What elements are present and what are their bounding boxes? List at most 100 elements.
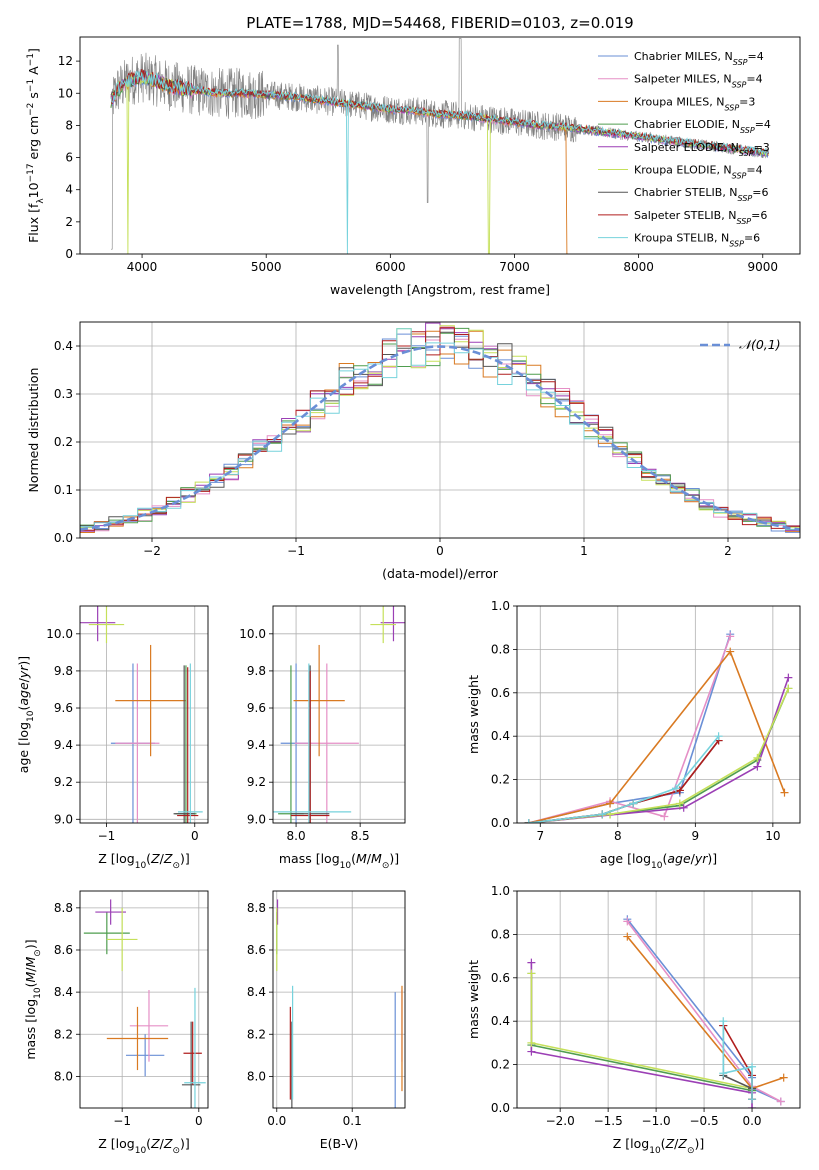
weight-marker bbox=[784, 684, 793, 693]
legend-entry-0: Chabrier MILES, NSSP=4 bbox=[634, 50, 764, 67]
figure-title: PLATE=1788, MJD=54468, FIBERID=0103, z=0… bbox=[246, 14, 633, 32]
legend-entry-7: Salpeter STELIB, NSSP=6 bbox=[634, 209, 767, 226]
y-tick-label: 9.6 bbox=[247, 701, 266, 715]
legend-entry-2: Kroupa MILES, NSSP=3 bbox=[634, 95, 755, 112]
axes-weight_vs_Z: −2.0 −1.5 −1.0 −0.5 0.0 0.0 0.2 0.4 0.6 0.8 1.0 Z [… bbox=[466, 884, 801, 1156]
y-tick-label: 10.0 bbox=[239, 627, 266, 641]
x-tick-label: 9 bbox=[692, 829, 700, 843]
y-tick-label: 0.8 bbox=[491, 642, 510, 656]
normal-reference-curve bbox=[80, 345, 800, 531]
errorbar-point-4 bbox=[95, 899, 126, 925]
errorbar-point-1 bbox=[115, 663, 160, 823]
weight-marker bbox=[784, 673, 793, 682]
weight-marker bbox=[623, 932, 632, 941]
y-tick-label: 0.2 bbox=[54, 435, 73, 449]
y-tick-label: 1.0 bbox=[491, 599, 510, 613]
x-tick-label: 6000 bbox=[375, 260, 406, 274]
weight-line-1 bbox=[528, 636, 731, 823]
errorbar-point-7 bbox=[183, 1021, 202, 1085]
errorbar-point-3 bbox=[83, 912, 130, 955]
weight-marker bbox=[748, 1095, 757, 1104]
weight-line-8 bbox=[722, 1021, 753, 1100]
weight-line-3 bbox=[530, 973, 753, 1092]
errorbar-point-6 bbox=[181, 1021, 201, 1108]
x-tick-label: 2 bbox=[724, 544, 732, 558]
weight-marker bbox=[753, 753, 762, 762]
axes-frame bbox=[272, 605, 406, 824]
weight-marker bbox=[675, 799, 684, 808]
weight-marker bbox=[719, 1069, 728, 1078]
weight-line-2 bbox=[626, 936, 784, 1090]
x-tick-label: 0 bbox=[195, 1114, 203, 1128]
y-tick-label: 9.8 bbox=[247, 664, 266, 678]
errorbar-point-5 bbox=[88, 606, 125, 644]
x-tick-label: 1 bbox=[580, 544, 588, 558]
y-tick-label: 0.4 bbox=[491, 729, 510, 743]
x-tick-label: 10 bbox=[765, 829, 780, 843]
y-tick-label: 8 bbox=[65, 118, 73, 132]
weight-marker bbox=[527, 958, 536, 967]
y-tick-label: 10 bbox=[58, 86, 73, 100]
y-tick-label: 0.2 bbox=[491, 773, 510, 787]
x-axis-label: Z [log10(Z/Z⊙)] bbox=[98, 1136, 190, 1156]
x-axis-label: E(B-V) bbox=[320, 1136, 359, 1151]
histogram-8 bbox=[80, 328, 800, 536]
errorbar-point-2 bbox=[293, 644, 345, 757]
axes-weight_vs_age: 7 8 9 10 0.0 0.2 0.4 0.6 0.8 1.0 age [log10(age/yr… bbox=[466, 599, 801, 871]
weight-line-7 bbox=[528, 740, 720, 823]
x-tick-label: 7000 bbox=[499, 260, 530, 274]
axes-age_vs_Z: −1 0 9.0 9.2 9.4 9.6 9.8 10.0 Z [log10(Z/Z⊙)] age… bbox=[16, 605, 209, 871]
weight-marker bbox=[679, 803, 688, 812]
weight-line-5 bbox=[530, 973, 753, 1090]
y-tick-label: 1.0 bbox=[491, 884, 510, 898]
weight-marker bbox=[629, 799, 638, 808]
axes-age_vs_mass: 8.0 8.5 9.0 9.2 9.4 9.6 9.8 10.0 mass [log10(M/M… bbox=[239, 605, 406, 871]
plot-area bbox=[524, 630, 793, 823]
legend-entry-normal: 𝒩(0,1) bbox=[739, 337, 781, 352]
y-tick-label: 9.6 bbox=[54, 701, 73, 715]
errorbar-point-0 bbox=[125, 1034, 165, 1077]
plot-area bbox=[83, 899, 206, 1108]
weight-marker bbox=[714, 732, 723, 741]
y-tick-label: 8.4 bbox=[247, 985, 266, 999]
y-tick-label: 8.2 bbox=[247, 1027, 266, 1041]
axes-mass_vs_Z: −1 0 8.0 8.2 8.4 8.6 8.8 Z [log10(Z/Z⊙)] mass [l… bbox=[23, 890, 209, 1156]
y-tick-label: 0.8 bbox=[491, 927, 510, 941]
y-tick-label: 9.4 bbox=[247, 738, 266, 752]
errorbar-point-4 bbox=[80, 606, 116, 642]
x-tick-label: 4000 bbox=[127, 260, 158, 274]
x-tick-label: 8.0 bbox=[287, 829, 306, 843]
y-axis-label: age [log10(age/yr)] bbox=[16, 656, 36, 773]
x-axis-label: Z [log10(Z/Z⊙)] bbox=[613, 1136, 705, 1156]
errorbar-point-7 bbox=[290, 670, 330, 823]
legend: Chabrier MILES, NSSP=4 Salpeter MILES, NS… bbox=[598, 50, 771, 248]
y-tick-label: 0.0 bbox=[491, 816, 510, 830]
errorbar-point-2 bbox=[106, 1006, 169, 1071]
weight-marker bbox=[598, 810, 607, 819]
errorbar-point-4 bbox=[380, 606, 405, 642]
model-line-7 bbox=[110, 69, 769, 155]
y-tick-label: 0.0 bbox=[491, 1101, 510, 1115]
legend-entry-6: Chabrier STELIB, NSSP=6 bbox=[634, 186, 768, 203]
weight-marker bbox=[527, 1047, 536, 1056]
errorbar-point-8 bbox=[273, 663, 352, 823]
x-tick-label: 8000 bbox=[623, 260, 654, 274]
y-tick-label: 0 bbox=[65, 247, 73, 261]
weight-marker bbox=[671, 784, 680, 793]
y-tick-label: 9.0 bbox=[247, 812, 266, 826]
errorbar-point-5 bbox=[106, 907, 138, 972]
weight-marker bbox=[779, 1073, 788, 1082]
y-axis-label: Normed distribution bbox=[26, 368, 41, 493]
x-tick-label: −1.5 bbox=[594, 1114, 623, 1128]
weight-marker bbox=[748, 1104, 757, 1108]
y-tick-label: 8.2 bbox=[54, 1027, 73, 1041]
y-tick-label: 8.8 bbox=[247, 901, 266, 915]
x-tick-label: 0.0 bbox=[742, 1114, 761, 1128]
axes-spectrum: 4000 5000 6000 7000 8000 9000 0 2 4 6 8 10 12 wavelen… bbox=[26, 36, 801, 297]
y-tick-label: 9.4 bbox=[54, 738, 73, 752]
plot-area bbox=[110, 38, 769, 254]
y-tick-label: 9.2 bbox=[247, 775, 266, 789]
weight-marker bbox=[753, 762, 762, 771]
weight-marker bbox=[606, 799, 615, 808]
